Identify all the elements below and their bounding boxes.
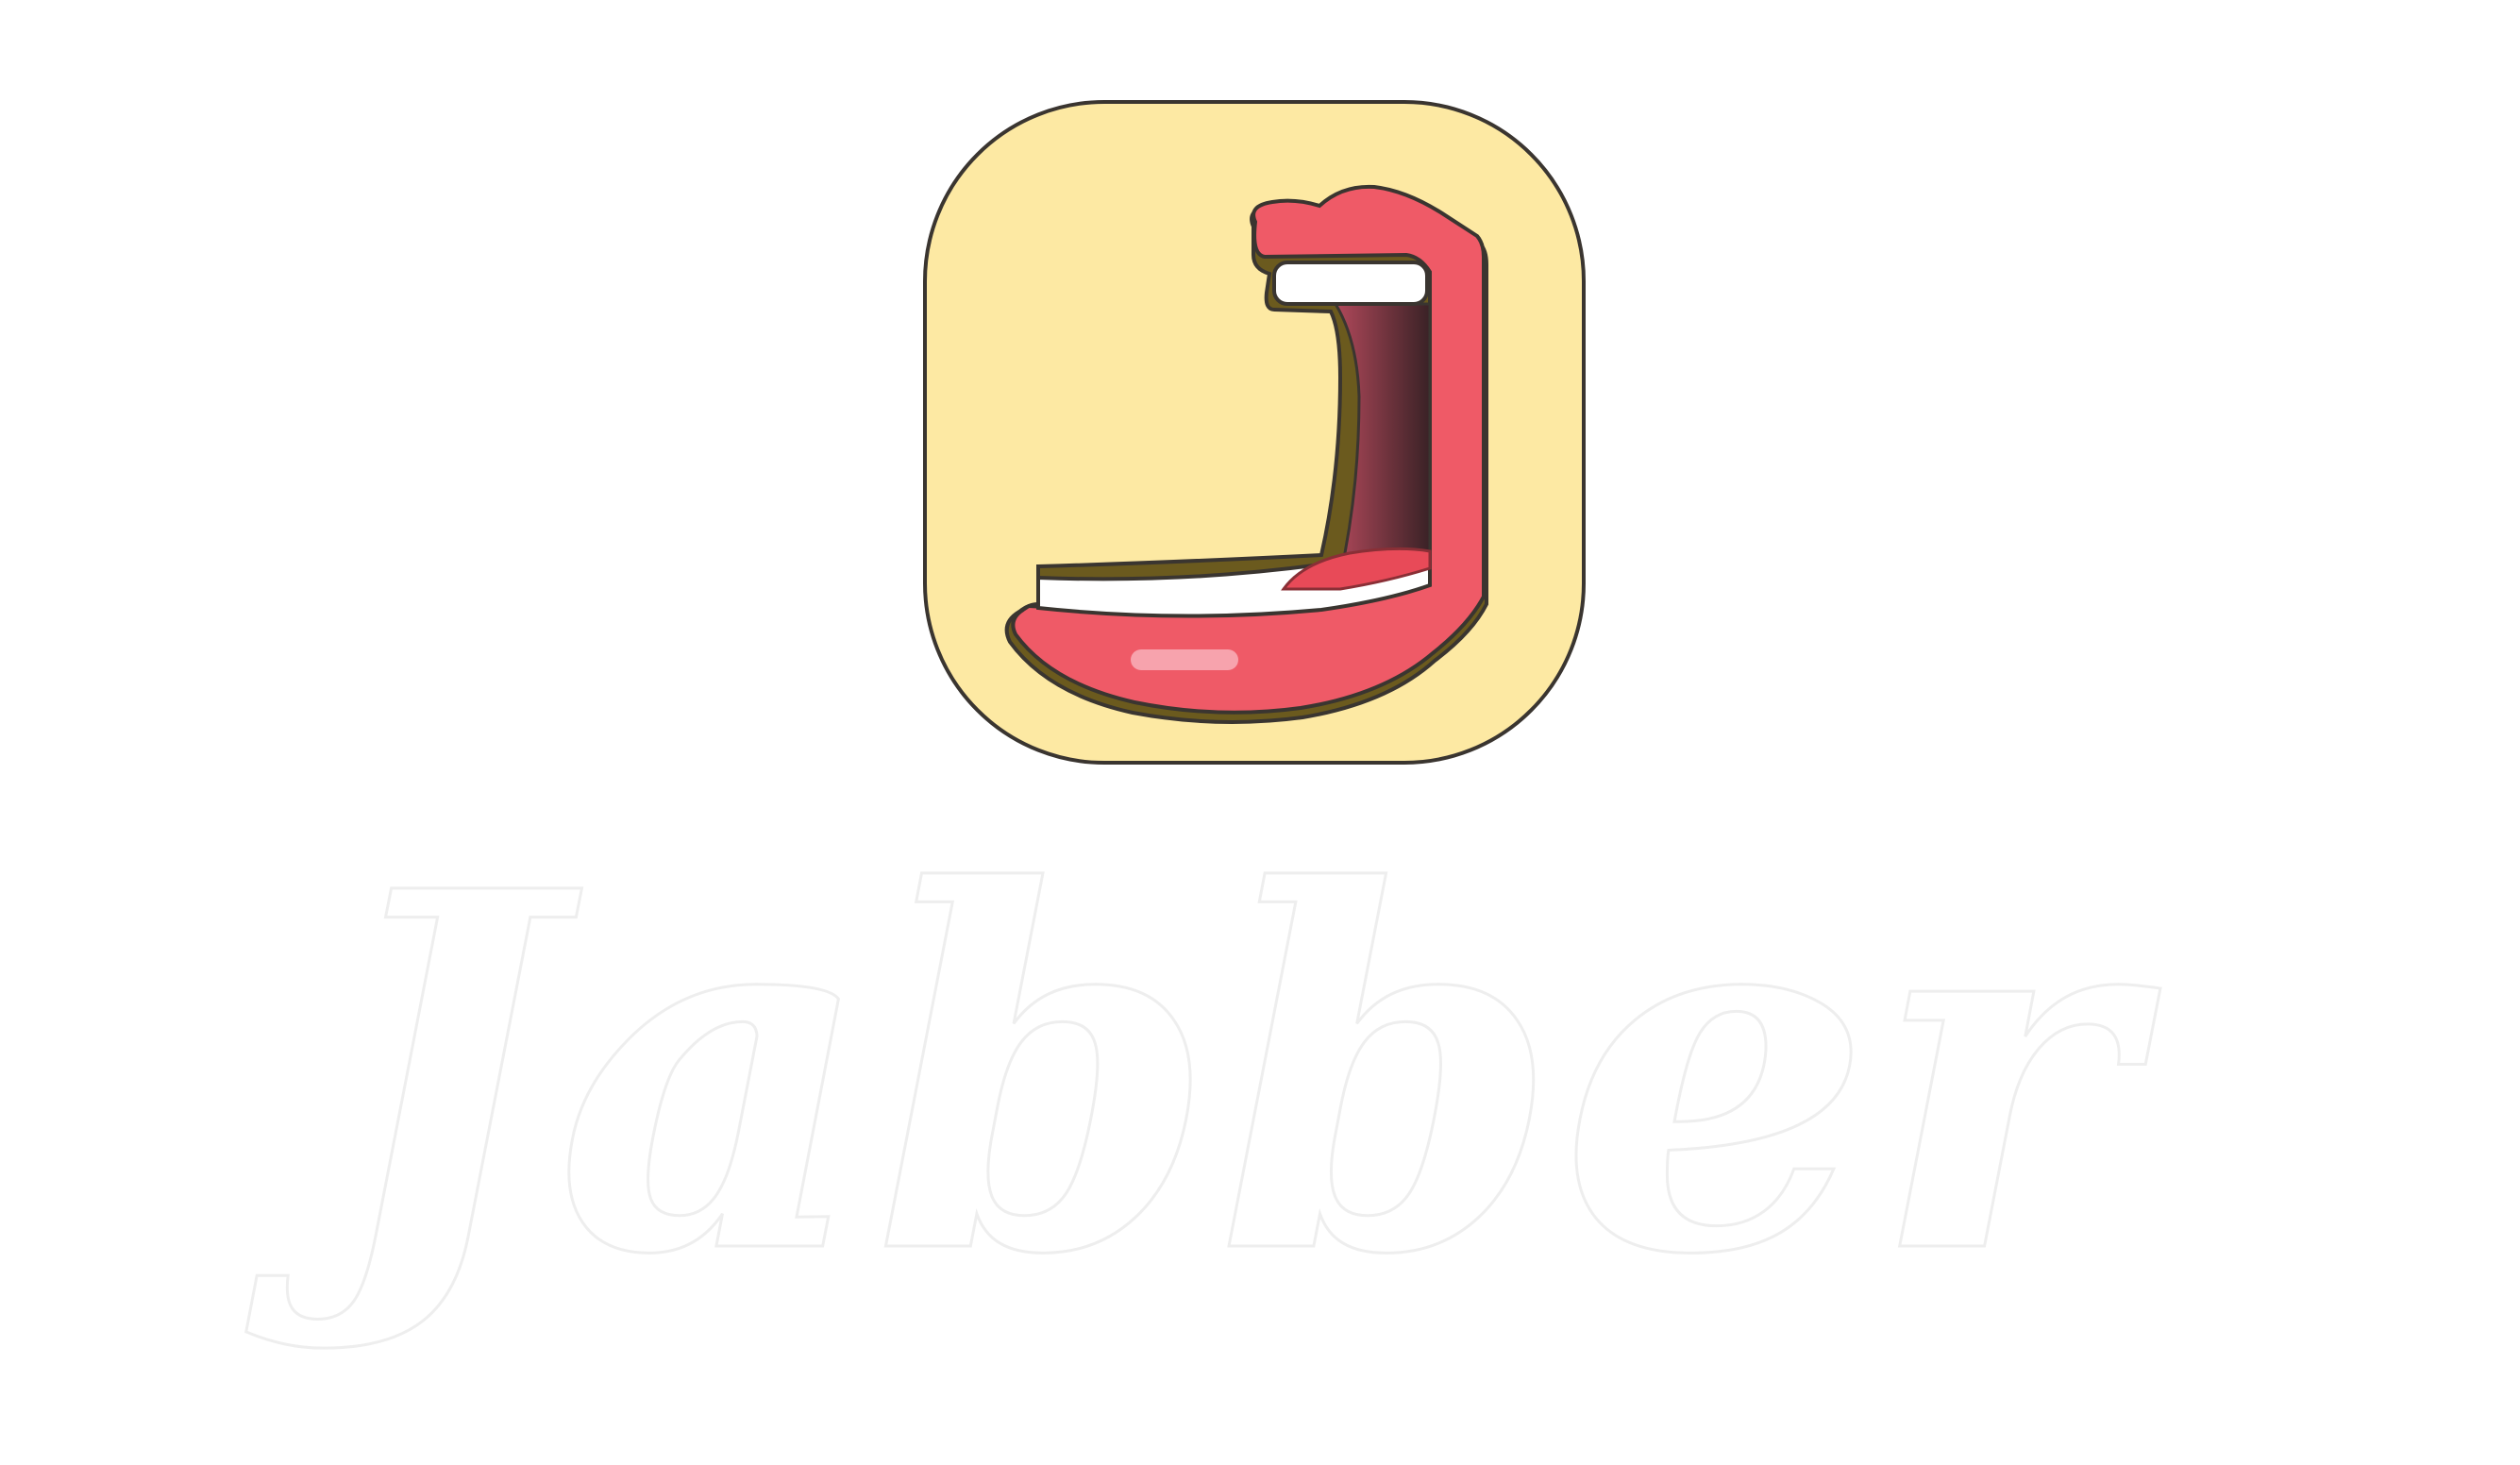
upper-tooth xyxy=(1272,261,1429,306)
mouth-j-icon xyxy=(923,100,1586,765)
app-wordmark: Jabber xyxy=(239,785,2163,1362)
lip-highlight xyxy=(1131,649,1238,670)
tongue xyxy=(1281,547,1432,591)
